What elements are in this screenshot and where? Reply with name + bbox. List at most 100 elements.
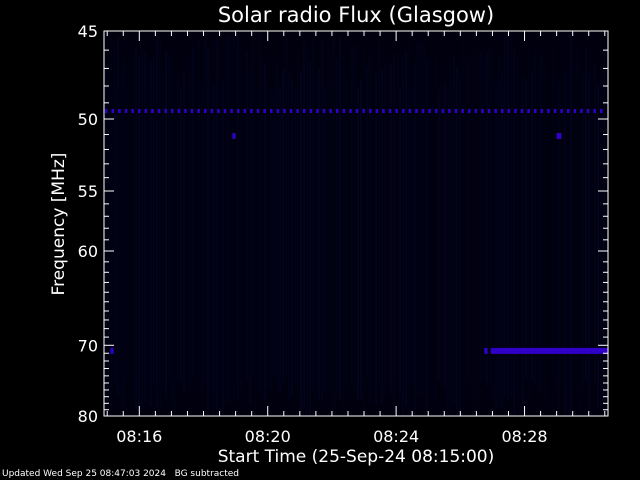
x-tick-label: 08:24 — [373, 427, 419, 446]
interference-dash — [421, 109, 425, 113]
interference-dash — [118, 109, 121, 113]
bg-subtracted-note: BG subtracted — [174, 469, 240, 479]
signal-spot — [484, 347, 488, 354]
interference-dash — [415, 109, 418, 113]
interference-dash — [402, 109, 405, 113]
interference-dash — [250, 109, 253, 113]
signal-features — [105, 109, 608, 354]
interference-dash — [276, 109, 280, 113]
interference-dash — [349, 109, 352, 113]
interference-dash — [243, 109, 247, 113]
interference-dash — [369, 109, 372, 113]
interference-dash — [190, 109, 194, 113]
interference-dash — [514, 109, 517, 113]
y-tick-label: 60 — [78, 242, 98, 261]
plot-area — [103, 30, 609, 417]
x-axis: 08:16 08:20 08:24 08:28 — [106, 31, 606, 446]
interference-dash — [580, 109, 583, 113]
interference-dash — [408, 109, 412, 113]
updated-timestamp: Updated Wed Sep 25 08:47:03 2024 — [2, 469, 166, 479]
interference-dash — [283, 109, 286, 113]
x-tick-label: 08:20 — [245, 427, 291, 446]
interference-dash — [355, 109, 359, 113]
interference-dash — [237, 109, 240, 113]
interference-dash — [441, 109, 445, 113]
noise-streaks — [105, 31, 605, 416]
interference-dash — [560, 109, 563, 113]
interference-dash — [375, 109, 379, 113]
interference-dash — [362, 109, 365, 113]
interference-dash — [494, 109, 497, 113]
interference-dash — [586, 109, 590, 113]
interference-dash — [329, 109, 332, 113]
interference-dash — [263, 109, 266, 113]
interference-dash — [593, 109, 596, 113]
interference-dash — [184, 109, 187, 113]
interference-dash — [223, 109, 227, 113]
interference-dash — [461, 109, 464, 113]
y-axis-label: Frequency [MHz] — [49, 153, 69, 296]
interference-dash — [600, 109, 603, 113]
interference-dash — [520, 109, 524, 113]
interference-dash — [468, 109, 471, 113]
x-tick-label: 08:28 — [501, 427, 547, 446]
y-tick-label: 50 — [78, 110, 98, 129]
signal-spot — [110, 347, 114, 354]
interference-dash — [309, 109, 313, 113]
interference-dash — [105, 109, 108, 113]
interference-dash — [256, 109, 260, 113]
interference-dash — [131, 109, 134, 113]
interference-dash — [204, 109, 207, 113]
interference-dash — [507, 109, 511, 113]
y-tick-label: 80 — [78, 407, 98, 426]
interference-dash — [171, 109, 174, 113]
interference-dash — [540, 109, 544, 113]
y-axis: 45 50 55 60 70 80 — [78, 22, 608, 426]
interference-dash — [197, 109, 200, 113]
y-tick-label: 70 — [78, 336, 98, 355]
interference-dash — [177, 109, 181, 113]
interference-dash — [382, 109, 385, 113]
interference-dash — [395, 109, 398, 113]
interference-band — [490, 347, 608, 354]
interference-dash — [454, 109, 458, 113]
y-tick-label: 55 — [78, 182, 98, 201]
interference-dash — [164, 109, 167, 113]
interference-dash — [217, 109, 220, 113]
interference-dash — [336, 109, 339, 113]
interference-dash — [144, 109, 148, 113]
interference-dash — [296, 109, 299, 113]
x-tick-label: 08:16 — [116, 427, 162, 446]
interference-dash — [322, 109, 326, 113]
interference-dash — [342, 109, 346, 113]
interference-dash — [487, 109, 491, 113]
interference-dash — [474, 109, 478, 113]
interference-dash — [210, 109, 214, 113]
interference-dash — [316, 109, 319, 113]
plot-frame — [103, 30, 609, 417]
interference-dash — [553, 109, 557, 113]
interference-dash — [388, 109, 392, 113]
y-tick-label: 45 — [78, 22, 98, 41]
interference-dash — [289, 109, 293, 113]
interference-dash — [270, 109, 273, 113]
interference-dash — [111, 109, 115, 113]
interference-dash — [230, 109, 233, 113]
interference-dash — [157, 109, 161, 113]
interference-dash — [303, 109, 306, 113]
interference-dash — [547, 109, 550, 113]
interference-dash — [435, 109, 438, 113]
interference-dash — [573, 109, 577, 113]
interference-dash — [501, 109, 504, 113]
interference-dash — [124, 109, 128, 113]
interference-dash — [428, 109, 431, 113]
interference-dash — [448, 109, 451, 113]
interference-dash — [151, 109, 154, 113]
interference-dash — [567, 109, 570, 113]
interference-dash — [527, 109, 530, 113]
signal-spot — [556, 133, 562, 139]
interference-dash — [138, 109, 141, 113]
footer: Updated Wed Sep 25 08:47:03 2024 BG subt… — [2, 469, 239, 479]
signal-spot — [232, 133, 236, 139]
